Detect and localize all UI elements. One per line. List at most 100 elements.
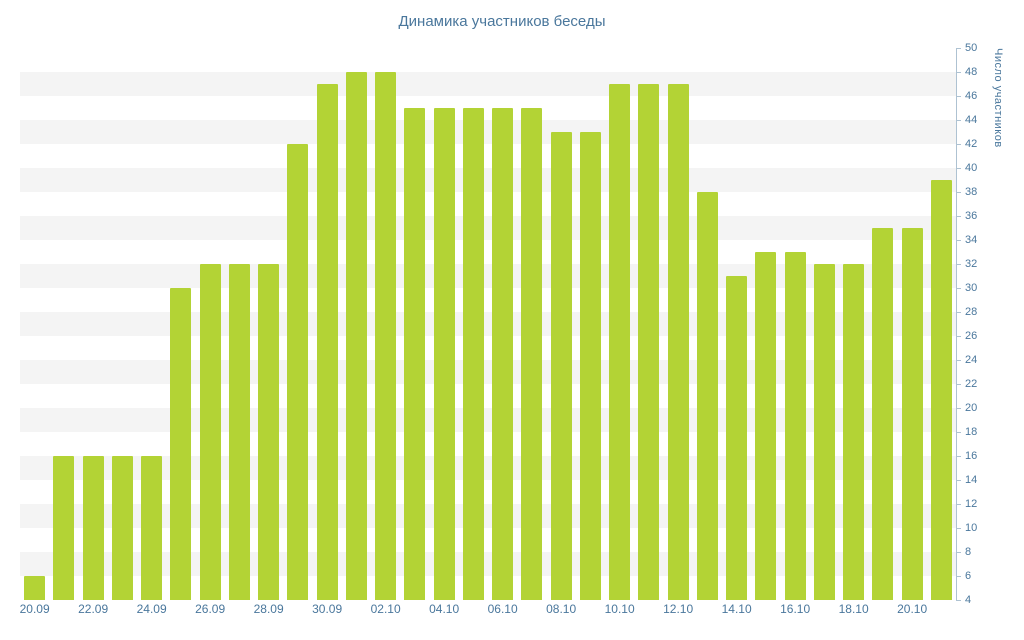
y-tick-mark: [956, 312, 961, 313]
bar-19.10: [872, 228, 894, 600]
x-tick-label: 24.09: [136, 602, 167, 616]
bar-slot: [576, 48, 605, 600]
y-tick-mark: [956, 192, 961, 193]
bar-24.09: [141, 456, 163, 600]
bar-17.10: [813, 264, 835, 600]
bar-slot: [225, 48, 254, 600]
y-tick-mark: [956, 576, 961, 577]
x-tick-label: 14.10: [721, 602, 752, 616]
y-tick-label: 14: [965, 474, 978, 486]
bar-14.10: [726, 276, 748, 600]
bar-slot: [898, 48, 927, 600]
y-tick-label: 46: [965, 90, 978, 102]
bar-slot: [313, 48, 342, 600]
bar-slot: [108, 48, 137, 600]
bar-slot: [196, 48, 225, 600]
bar-06.10: [492, 108, 514, 600]
y-axis-title: Число участников: [992, 48, 1004, 148]
x-tick-label: 30.09: [312, 602, 343, 616]
bar-slot: [254, 48, 283, 600]
bar-26.09: [199, 264, 221, 600]
y-tick-label: 24: [965, 354, 978, 366]
plot-area: [20, 48, 956, 600]
bar-16.10: [784, 252, 806, 600]
bar-18.10: [843, 264, 865, 600]
y-tick-mark: [956, 216, 961, 217]
y-tick-mark: [956, 48, 961, 49]
bar-slot: [751, 48, 780, 600]
bar-27.09: [228, 264, 250, 600]
bar-slot: [722, 48, 751, 600]
bar-slot: [342, 48, 371, 600]
y-tick-mark: [956, 480, 961, 481]
y-axis: 4 6 8 10 12 14 16 18 20 22 24 26 28 30 32 34 36 38 40 42 44 4…: [956, 42, 1016, 606]
y-tick-mark: [956, 144, 961, 145]
y-tick-mark: [956, 264, 961, 265]
y-tick-mark: [956, 456, 961, 457]
y-tick-mark: [956, 288, 961, 289]
y-tick-label: 18: [965, 426, 978, 438]
bar-22.09: [82, 456, 104, 600]
x-tick-label: 04.10: [429, 602, 460, 616]
bar-13.10: [696, 192, 718, 600]
y-tick-label: 16: [965, 450, 978, 462]
y-tick-mark: [956, 240, 961, 241]
x-tick-label: 20.09: [19, 602, 50, 616]
bar-slot: [283, 48, 312, 600]
bar-29.09: [287, 144, 309, 600]
bar-12.10: [667, 84, 689, 600]
x-tick-label: 18.10: [838, 602, 869, 616]
x-tick-label: 10.10: [604, 602, 635, 616]
bar-21.09: [53, 456, 75, 600]
bar-04.10: [433, 108, 455, 600]
y-tick-label: 30: [965, 282, 978, 294]
y-tick-mark: [956, 360, 961, 361]
y-tick-label: 4: [965, 594, 972, 606]
bar-slot: [20, 48, 49, 600]
y-tick-label: 34: [965, 234, 978, 246]
bar-08.10: [550, 132, 572, 600]
bars-container: [20, 48, 956, 600]
y-tick-mark: [956, 528, 961, 529]
y-tick-label: 6: [965, 570, 972, 582]
bar-slot: [868, 48, 897, 600]
x-tick-label: 08.10: [546, 602, 577, 616]
y-tick-label: 28: [965, 306, 978, 318]
y-tick-label: 44: [965, 114, 978, 126]
bar-slot: [137, 48, 166, 600]
y-tick-label: 36: [965, 210, 978, 222]
bar-slot: [605, 48, 634, 600]
y-axis-line: [956, 48, 957, 600]
bar-slot: [927, 48, 956, 600]
bar-slot: [839, 48, 868, 600]
y-tick-mark: [956, 504, 961, 505]
y-tick-label: 32: [965, 258, 978, 270]
bar-slot: [166, 48, 195, 600]
bar-slot: [664, 48, 693, 600]
y-tick-label: 26: [965, 330, 978, 342]
y-tick-mark: [956, 336, 961, 337]
y-tick-label: 50: [965, 42, 978, 54]
bar-07.10: [521, 108, 543, 600]
chart-title: Динамика участников беседы: [398, 13, 606, 30]
bar-10.10: [609, 84, 631, 600]
bar-20.09: [24, 576, 46, 600]
bar-02.10: [375, 72, 397, 600]
bar-01.10: [345, 72, 367, 600]
bar-slot: [488, 48, 517, 600]
bar-28.09: [258, 264, 280, 600]
bar-23.09: [111, 456, 133, 600]
x-tick-label: 26.09: [195, 602, 226, 616]
y-tick-mark: [956, 432, 961, 433]
y-tick-mark: [956, 600, 961, 601]
y-tick-mark: [956, 408, 961, 409]
x-tick-label: 12.10: [663, 602, 694, 616]
bar-slot: [79, 48, 108, 600]
bar-slot: [517, 48, 546, 600]
y-tick-mark: [956, 384, 961, 385]
bar-03.10: [404, 108, 426, 600]
x-tick-label: 22.09: [78, 602, 109, 616]
x-tick-label: 28.09: [253, 602, 284, 616]
y-tick-mark: [956, 96, 961, 97]
bar-slot: [459, 48, 488, 600]
